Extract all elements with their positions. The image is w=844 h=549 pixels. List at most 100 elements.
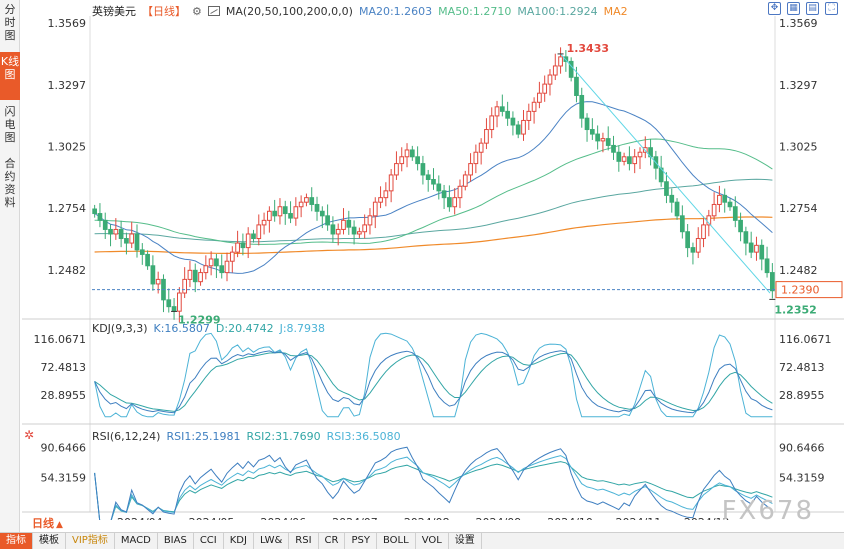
candle-body [182, 278, 188, 294]
candle-body [616, 151, 622, 162]
x-tick-label: 2024/04 [117, 516, 163, 520]
candle-body [748, 242, 754, 253]
split-icon[interactable]: ▤ [806, 2, 819, 15]
chart-tools: ✥ ▦ ▤ ⛶ [768, 2, 838, 15]
candle-body [674, 201, 680, 217]
candle-body [187, 269, 193, 280]
candle-body [727, 201, 733, 208]
candle-body [145, 253, 150, 267]
indicator-tab-psy[interactable]: PSY [345, 533, 377, 549]
y-tick-label: 1.3569 [779, 17, 818, 30]
kdj-tick-label: 72.4813 [41, 361, 87, 374]
candle-body [341, 219, 346, 230]
expand-icon[interactable]: ✥ [768, 2, 781, 15]
watermark: FX678 [721, 496, 814, 526]
crosshair-icon[interactable]: ✲ [24, 428, 35, 442]
tab-label: 合约资料 [4, 157, 16, 209]
settings-icon[interactable]: ⚙ [192, 4, 202, 18]
candle-body [505, 110, 510, 119]
last-low-label: 1.2352 [774, 303, 816, 316]
grid-icon[interactable]: ▦ [787, 2, 800, 15]
indicator-tab-cci[interactable]: CCI [194, 533, 224, 549]
candle-body [759, 244, 765, 260]
rsi-3: RSI3:36.5080 [326, 430, 401, 443]
indicator-tab-macd[interactable]: MACD [115, 533, 158, 549]
period-text: 日线 [32, 517, 54, 530]
x-tick-label: 2024/08 [404, 516, 450, 520]
ma100-line [94, 178, 773, 243]
y-tick-label: 1.2754 [779, 202, 818, 215]
candle-body [282, 206, 288, 215]
candle-body [108, 228, 113, 235]
candle-body [309, 197, 315, 205]
candle-body [521, 119, 526, 135]
indicator-tab-模板[interactable]: 模板 [33, 533, 66, 549]
indicator-tab-rsi[interactable]: RSI [289, 533, 319, 549]
candle-body [394, 163, 399, 176]
x-tick-label: 2024/06 [260, 516, 306, 520]
symbol-name: 英镑美元 [92, 5, 136, 18]
kdj-header: KDJ(9,3,3) K:16.5807 D:20.4742 J:8.7938 [92, 322, 325, 335]
candle-body [526, 110, 532, 121]
candle-body [335, 228, 341, 235]
rsi-1: RSI1:25.1981 [166, 430, 241, 443]
candle-body [611, 144, 616, 153]
candle-body [425, 174, 431, 180]
candle-body [743, 231, 749, 244]
tab-contract-info[interactable]: 合约资料 [0, 154, 20, 214]
tab-timeshare[interactable]: 分时图 [0, 0, 20, 47]
candle-body [298, 201, 304, 208]
candle-body [420, 163, 426, 176]
candle-body [171, 306, 177, 312]
candle-body [738, 219, 743, 233]
rsi-tick-label: 90.6466 [41, 442, 87, 455]
candle-body [563, 56, 569, 62]
tab-kline[interactable]: K线图 [0, 52, 20, 100]
candle-body [203, 265, 209, 274]
candle-body [288, 213, 293, 219]
candle-body [124, 238, 129, 244]
candle-body [568, 60, 574, 78]
candle-body [346, 219, 352, 228]
candle-body [314, 203, 320, 212]
chart-canvas[interactable]: 1.3569 1.3297 1.3025 1.2754 1.2482 1.3569 1.3… [0, 0, 844, 520]
candle-body [267, 210, 272, 221]
candle-body [229, 251, 235, 262]
candle-body [552, 65, 558, 76]
candle-body [579, 94, 585, 119]
indicator-tab-vip指标[interactable]: VIP指标 [66, 533, 115, 549]
caret-up-icon: ▲ [56, 520, 63, 530]
candle-body [92, 208, 98, 215]
fullscreen-icon[interactable]: ⛶ [825, 2, 838, 15]
candle-body [256, 224, 262, 240]
candle-body [685, 231, 690, 249]
rsi3-line [94, 461, 773, 520]
indicator-tab-kdj[interactable]: KDJ [224, 533, 254, 549]
candle-body [632, 156, 638, 165]
candle-body [457, 185, 463, 199]
indicator-tab-设置[interactable]: 设置 [449, 533, 482, 549]
period-label[interactable]: 【日线】 [142, 5, 186, 18]
candle-body [118, 228, 124, 240]
indicator-tab-boll[interactable]: BOLL [377, 533, 416, 549]
indicator-tab-指标[interactable]: 指标 [0, 533, 33, 549]
kdj-label: KDJ(9,3,3) [92, 322, 148, 335]
x-tick-label: 2024/07 [332, 516, 378, 520]
ma-icon[interactable] [207, 6, 220, 16]
candle-body [754, 244, 759, 253]
indicator-tab-lw&[interactable]: LW& [254, 533, 290, 549]
y-tick-label: 1.2754 [48, 202, 87, 215]
indicator-tab-bias[interactable]: BIAS [158, 533, 194, 549]
candle-body [272, 210, 278, 217]
rsi-2: RSI2:31.7690 [246, 430, 321, 443]
indicator-tab-cr[interactable]: CR [319, 533, 346, 549]
period-selector[interactable]: 日线 ▲ [22, 516, 82, 532]
candle-body [415, 156, 420, 165]
indicator-tab-vol[interactable]: VOL [416, 533, 449, 549]
candle-body [240, 242, 246, 249]
candle-body [441, 190, 447, 199]
tab-flash[interactable]: 闪电图 [0, 102, 20, 150]
candle-body [711, 203, 717, 217]
candle-body [351, 226, 357, 235]
rsi-label: RSI(6,12,24) [92, 430, 161, 443]
